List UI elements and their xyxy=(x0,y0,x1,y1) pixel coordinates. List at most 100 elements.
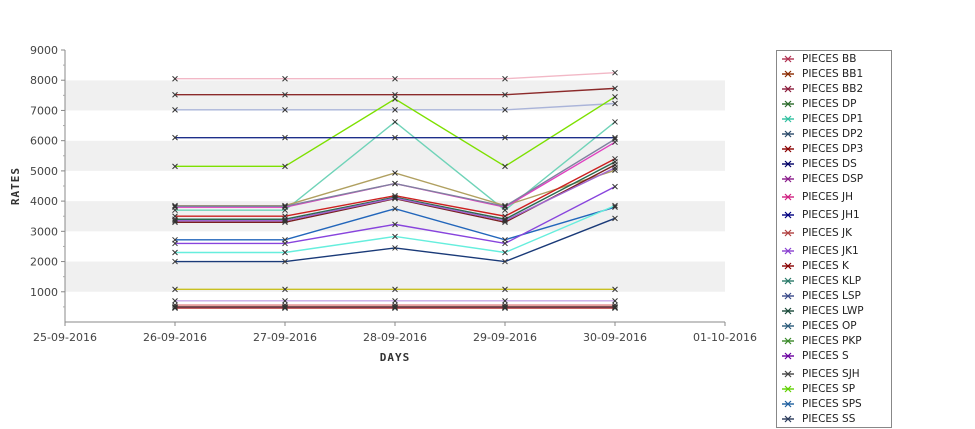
grid-band xyxy=(65,201,725,232)
legend-marker-icon xyxy=(781,367,795,381)
legend-item: PIECES SPS xyxy=(777,397,891,411)
legend-marker-icon xyxy=(781,397,795,411)
data-point xyxy=(612,119,618,125)
data-point xyxy=(392,195,398,201)
legend-label: PIECES SJH xyxy=(802,368,860,380)
legend-label: PIECES BB2 xyxy=(802,83,864,95)
legend-item: PIECES S xyxy=(777,349,891,363)
data-point xyxy=(612,69,618,76)
data-point xyxy=(282,305,288,311)
data-point xyxy=(172,249,178,256)
x-tick-label: 25-09-2016 xyxy=(33,331,97,344)
legend-item: PIECES DSP xyxy=(777,172,891,186)
data-point xyxy=(392,119,398,125)
legend-item: PIECES K xyxy=(777,259,891,273)
data-point xyxy=(282,203,288,210)
data-point xyxy=(392,205,398,212)
legend-item: PIECES LSP xyxy=(777,289,891,303)
legend-label: PIECES DS xyxy=(802,158,857,170)
data-point xyxy=(282,134,288,141)
data-point xyxy=(612,215,618,222)
y-tick-label: 6000 xyxy=(30,135,58,148)
legend-marker-icon xyxy=(781,208,795,222)
data-point xyxy=(392,134,398,141)
x-tick-label: 29-09-2016 xyxy=(473,331,537,344)
x-tick-label: 27-09-2016 xyxy=(253,331,317,344)
data-point xyxy=(282,219,288,226)
data-point xyxy=(282,297,288,304)
data-point xyxy=(612,286,618,293)
legend-item: PIECES DP2 xyxy=(777,127,891,141)
legend-item: PIECES BB1 xyxy=(777,67,891,81)
chart-legend: PIECES BB PIECES BB1 PIECES BB2 PIECES DP PI… xyxy=(776,50,892,428)
legend-label: PIECES JK1 xyxy=(802,245,859,257)
data-point xyxy=(392,245,398,251)
x-tick-label: 01-10-2016 xyxy=(693,331,757,344)
legend-label: PIECES DP xyxy=(802,98,857,110)
legend-label: PIECES DP1 xyxy=(802,113,864,125)
legend-item: PIECES DP1 xyxy=(777,112,891,126)
data-point xyxy=(172,258,178,265)
data-point xyxy=(392,305,398,311)
data-point xyxy=(502,204,508,211)
data-point xyxy=(612,136,618,143)
data-point xyxy=(172,204,178,211)
data-point xyxy=(612,204,618,211)
legend-item: PIECES DP xyxy=(777,97,891,111)
data-point xyxy=(392,106,398,113)
grid-band xyxy=(65,50,725,81)
legend-marker-icon xyxy=(781,226,795,240)
data-point xyxy=(282,217,288,224)
data-point xyxy=(172,286,178,293)
x-tick-label: 26-09-2016 xyxy=(143,331,207,344)
legend-item: PIECES PKP xyxy=(777,334,891,348)
legend-marker-icon xyxy=(781,52,795,66)
y-tick-label: 4000 xyxy=(30,195,58,208)
data-point xyxy=(502,163,508,170)
y-tick-label: 2000 xyxy=(30,256,58,269)
data-point xyxy=(502,286,508,293)
data-point xyxy=(502,249,508,256)
y-axis-ticks: 1000 2000 3000 4000 5000 6000 7000 8000 9000 xyxy=(30,44,65,308)
y-axis-title: RATES xyxy=(9,167,22,205)
legend-marker-icon xyxy=(781,142,795,156)
legend-label: PIECES SPS xyxy=(802,398,862,410)
data-point xyxy=(502,203,508,210)
data-point xyxy=(282,240,288,247)
y-tick-label: 8000 xyxy=(30,74,58,87)
legend-marker-icon xyxy=(781,304,795,318)
legend-label: PIECES K xyxy=(802,260,849,272)
data-point xyxy=(282,106,288,113)
data-point xyxy=(282,75,288,82)
data-point xyxy=(172,219,178,226)
legend-label: PIECES LSP xyxy=(802,290,861,302)
data-point xyxy=(612,134,618,141)
legend-label: PIECES JH1 xyxy=(802,209,860,221)
data-point xyxy=(282,91,288,98)
legend-marker-icon xyxy=(781,112,795,126)
data-point xyxy=(172,106,178,113)
x-axis-title: DAYS xyxy=(380,351,411,364)
legend-marker-icon xyxy=(781,82,795,96)
data-point xyxy=(612,305,618,311)
data-point xyxy=(172,75,178,82)
data-point xyxy=(612,93,618,100)
legend-marker-icon xyxy=(781,274,795,288)
legend-item: PIECES SP xyxy=(777,382,891,396)
data-point xyxy=(282,286,288,293)
legend-item: PIECES JH xyxy=(777,190,891,204)
grid-band xyxy=(65,261,725,292)
data-point xyxy=(392,91,398,98)
legend-item: PIECES JK1 xyxy=(777,244,891,258)
data-point xyxy=(392,75,398,82)
legend-label: PIECES S xyxy=(802,350,849,362)
y-tick-label: 9000 xyxy=(30,44,58,57)
data-point xyxy=(502,240,508,247)
legend-marker-icon xyxy=(781,97,795,111)
x-tick-label: 28-09-2016 xyxy=(363,331,427,344)
data-point xyxy=(392,170,398,176)
data-point xyxy=(612,202,618,209)
y-tick-label: 1000 xyxy=(30,286,58,299)
data-point xyxy=(392,286,398,293)
data-point xyxy=(612,100,618,107)
